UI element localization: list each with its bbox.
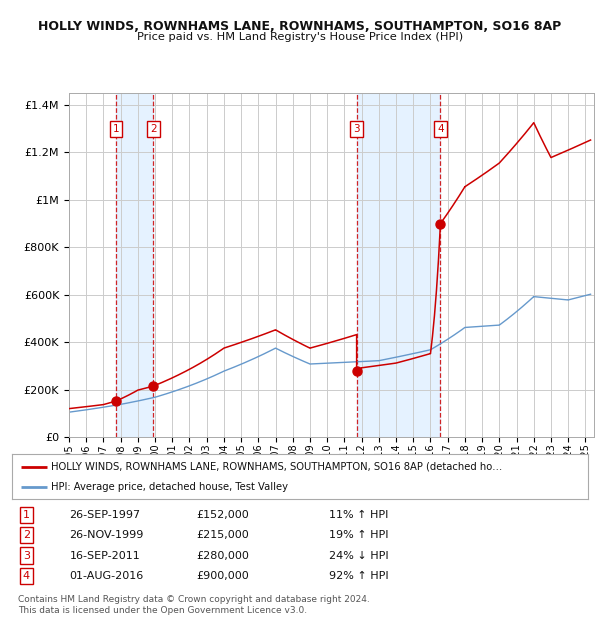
Bar <box>356 93 440 437</box>
Text: HOLLY WINDS, ROWNHAMS LANE, ROWNHAMS, SOUTHAMPTON, SO16 8AP (detached ho…: HOLLY WINDS, ROWNHAMS LANE, ROWNHAMS, SO… <box>51 461 502 472</box>
Text: £152,000: £152,000 <box>196 510 249 520</box>
Text: 11% ↑ HPI: 11% ↑ HPI <box>329 510 388 520</box>
Text: 19% ↑ HPI: 19% ↑ HPI <box>329 530 388 540</box>
Text: 16-SEP-2011: 16-SEP-2011 <box>70 551 140 560</box>
Text: HPI: Average price, detached house, Test Valley: HPI: Average price, detached house, Test… <box>51 482 288 492</box>
Text: 01-AUG-2016: 01-AUG-2016 <box>70 571 144 581</box>
Text: 2: 2 <box>150 123 157 133</box>
Text: Contains HM Land Registry data © Crown copyright and database right 2024.: Contains HM Land Registry data © Crown c… <box>18 595 370 604</box>
Text: £215,000: £215,000 <box>196 530 249 540</box>
Text: HOLLY WINDS, ROWNHAMS LANE, ROWNHAMS, SOUTHAMPTON, SO16 8AP: HOLLY WINDS, ROWNHAMS LANE, ROWNHAMS, SO… <box>38 20 562 33</box>
Text: 3: 3 <box>23 551 30 560</box>
Text: 26-SEP-1997: 26-SEP-1997 <box>70 510 141 520</box>
Text: 4: 4 <box>437 123 444 133</box>
Text: £900,000: £900,000 <box>196 571 249 581</box>
Text: 26-NOV-1999: 26-NOV-1999 <box>70 530 144 540</box>
Text: Price paid vs. HM Land Registry's House Price Index (HPI): Price paid vs. HM Land Registry's House … <box>137 32 463 42</box>
Text: 4: 4 <box>23 571 30 581</box>
Text: 3: 3 <box>353 123 360 133</box>
Bar <box>116 93 154 437</box>
Text: £280,000: £280,000 <box>196 551 249 560</box>
Text: 92% ↑ HPI: 92% ↑ HPI <box>329 571 388 581</box>
Text: 24% ↓ HPI: 24% ↓ HPI <box>329 551 388 560</box>
Text: This data is licensed under the Open Government Licence v3.0.: This data is licensed under the Open Gov… <box>18 606 307 616</box>
Text: 1: 1 <box>113 123 119 133</box>
Text: 1: 1 <box>23 510 30 520</box>
Text: 2: 2 <box>23 530 30 540</box>
